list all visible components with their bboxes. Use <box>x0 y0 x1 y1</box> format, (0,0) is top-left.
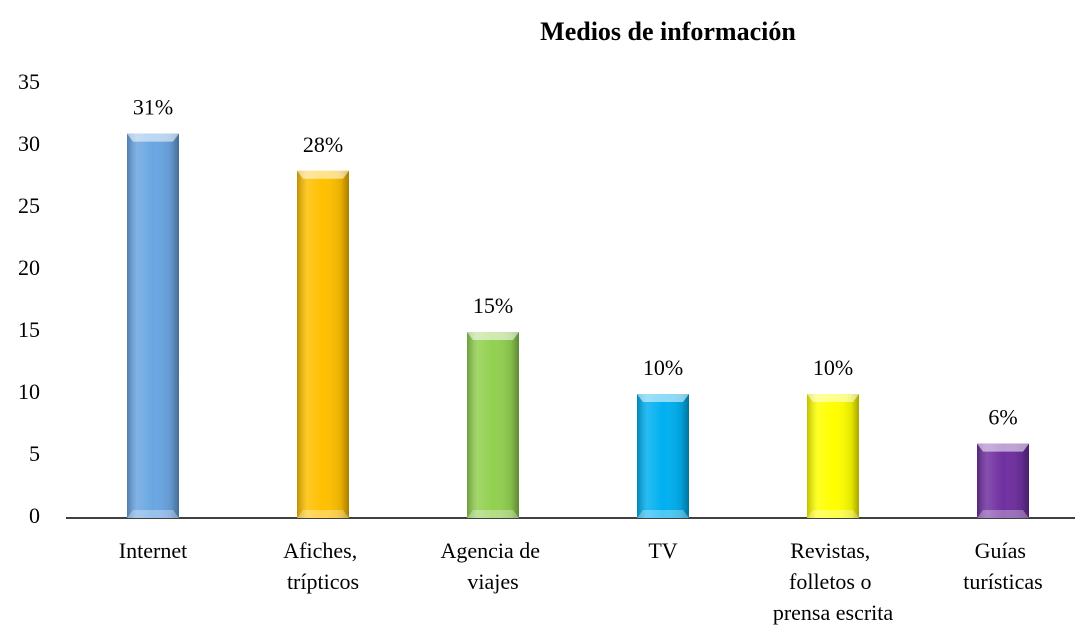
value-label: 6% <box>988 405 1017 430</box>
y-tick-label: 35 <box>18 69 40 94</box>
bar-shade <box>807 394 859 518</box>
y-tick-label: 20 <box>18 255 40 280</box>
x-tick-label: Afiches, trípticos <box>283 538 362 594</box>
y-tick-label: 30 <box>18 131 40 156</box>
y-tick-label: 10 <box>18 379 40 404</box>
x-tick-label: Agencia de viajes <box>440 538 545 594</box>
bar-shade <box>127 133 179 518</box>
bar-base <box>127 510 179 518</box>
value-label: 10% <box>813 355 853 380</box>
bar-base <box>467 510 519 518</box>
y-tick-label: 25 <box>18 193 40 218</box>
x-tick-label: TV <box>648 538 677 563</box>
bar-shade <box>977 443 1029 518</box>
value-label: 28% <box>303 132 343 157</box>
y-tick-label: 5 <box>29 441 40 466</box>
y-tick-label: 0 <box>29 503 40 528</box>
bar-shade <box>467 332 519 518</box>
bar-shade <box>297 170 349 519</box>
chart-title: Medios de información <box>540 17 796 46</box>
x-tick-label: Revistas, folletos o prensa escrita <box>773 538 894 625</box>
bar-cap <box>467 332 519 340</box>
bar-base <box>807 510 859 518</box>
x-tick-label: Internet <box>119 538 187 563</box>
bar-cap <box>977 443 1029 452</box>
bar-cap <box>637 394 689 402</box>
value-label: 15% <box>473 293 513 318</box>
bar-cap <box>807 394 859 402</box>
value-label: 10% <box>643 355 683 380</box>
value-label: 31% <box>133 95 173 120</box>
bar-base <box>977 510 1029 518</box>
bar-base <box>637 510 689 518</box>
bar-base <box>297 510 349 518</box>
bar-shade <box>637 394 689 518</box>
bar-cap <box>297 170 349 179</box>
bar-cap <box>127 133 179 142</box>
y-tick-label: 15 <box>18 317 40 342</box>
x-tick-label: Guías turísticas <box>963 538 1042 594</box>
